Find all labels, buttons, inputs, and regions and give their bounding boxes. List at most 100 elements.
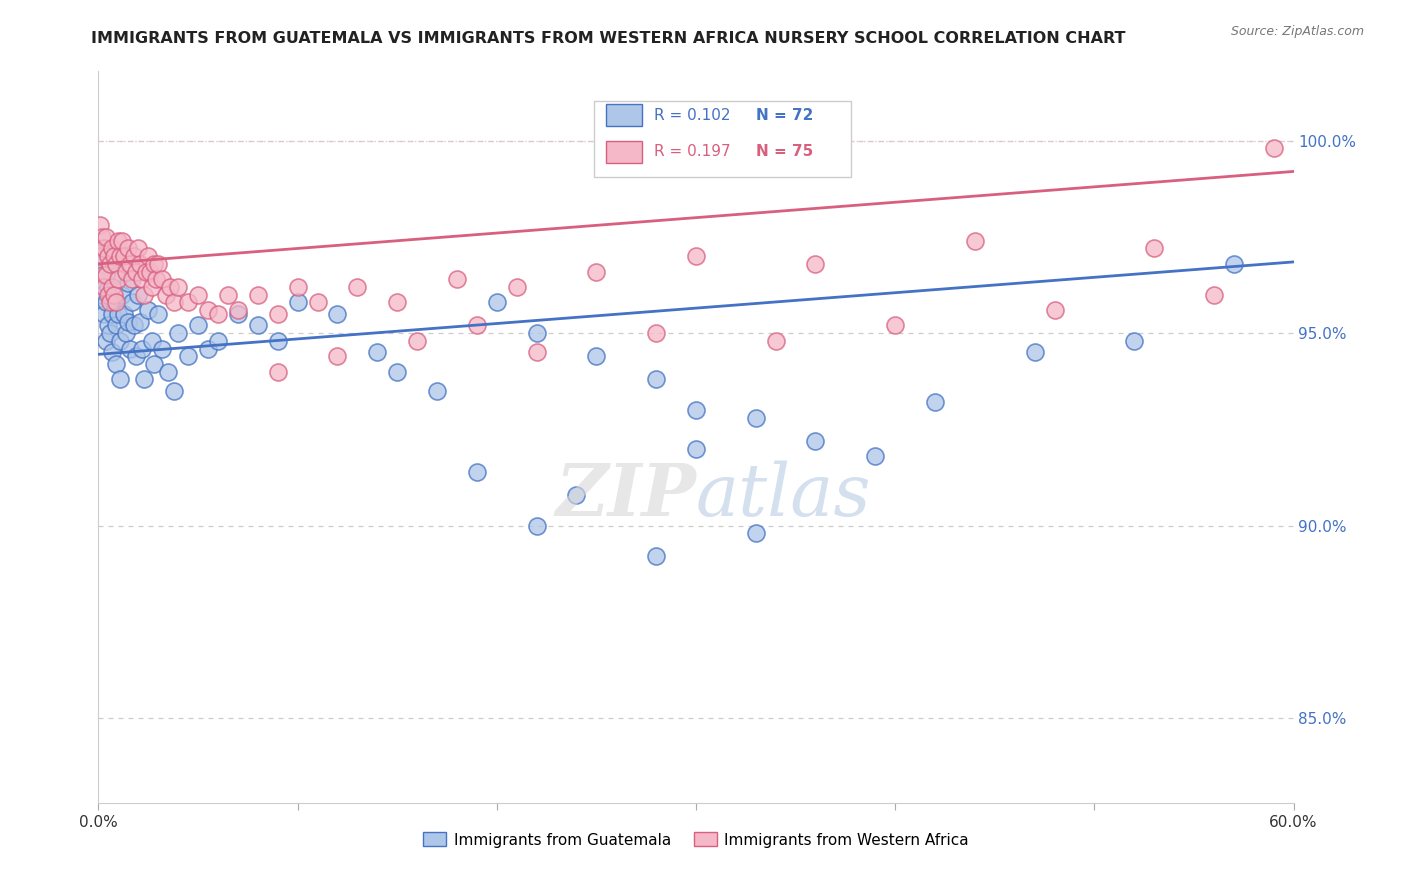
Point bbox=[110, 249, 132, 263]
Point bbox=[685, 442, 707, 456]
Point bbox=[246, 318, 269, 333]
Point bbox=[143, 257, 166, 271]
Point bbox=[150, 272, 173, 286]
Point bbox=[129, 257, 152, 271]
Point bbox=[745, 410, 768, 425]
Point bbox=[884, 318, 907, 333]
Point bbox=[97, 280, 120, 294]
Point bbox=[91, 268, 114, 283]
Point bbox=[267, 334, 290, 348]
Point bbox=[117, 315, 139, 329]
Point bbox=[107, 268, 129, 283]
Point bbox=[91, 230, 114, 244]
Point bbox=[105, 295, 128, 310]
Point bbox=[187, 318, 209, 333]
Point bbox=[121, 272, 143, 286]
Point bbox=[89, 219, 111, 233]
Point bbox=[565, 488, 588, 502]
Point bbox=[112, 307, 135, 321]
Text: IMMIGRANTS FROM GUATEMALA VS IMMIGRANTS FROM WESTERN AFRICA NURSERY SCHOOL CORRE: IMMIGRANTS FROM GUATEMALA VS IMMIGRANTS … bbox=[91, 31, 1126, 46]
Point bbox=[96, 230, 118, 244]
Point bbox=[1143, 242, 1166, 256]
Point bbox=[346, 280, 368, 294]
Point bbox=[217, 287, 239, 301]
Point bbox=[226, 307, 249, 321]
Point bbox=[585, 349, 607, 363]
Point bbox=[246, 287, 269, 301]
Point bbox=[267, 307, 290, 321]
Point bbox=[107, 272, 129, 286]
Point bbox=[101, 307, 124, 321]
Point bbox=[111, 234, 134, 248]
Point bbox=[107, 307, 129, 321]
Legend: Immigrants from Guatemala, Immigrants from Western Africa: Immigrants from Guatemala, Immigrants fr… bbox=[418, 826, 974, 854]
Point bbox=[526, 518, 548, 533]
Point bbox=[127, 242, 149, 256]
Point bbox=[177, 349, 200, 363]
Point bbox=[121, 295, 143, 310]
Point bbox=[267, 365, 290, 379]
Point bbox=[143, 357, 166, 371]
Text: Source: ZipAtlas.com: Source: ZipAtlas.com bbox=[1230, 25, 1364, 38]
Point bbox=[1123, 334, 1146, 348]
Point bbox=[91, 287, 114, 301]
Point bbox=[139, 264, 162, 278]
Point bbox=[924, 395, 946, 409]
Point bbox=[134, 372, 156, 386]
Point bbox=[98, 257, 122, 271]
Point bbox=[125, 264, 148, 278]
Point bbox=[963, 234, 986, 248]
Point bbox=[385, 295, 409, 310]
Text: atlas: atlas bbox=[696, 460, 872, 531]
Point bbox=[105, 357, 128, 371]
Point bbox=[406, 334, 429, 348]
Point bbox=[93, 268, 115, 283]
Text: R = 0.197: R = 0.197 bbox=[654, 145, 731, 160]
Point bbox=[101, 345, 124, 359]
Point bbox=[110, 334, 132, 348]
Point bbox=[96, 268, 118, 283]
Point bbox=[526, 326, 548, 340]
Point bbox=[804, 434, 827, 448]
Point bbox=[111, 287, 134, 301]
Point bbox=[207, 307, 229, 321]
Point bbox=[163, 384, 186, 398]
Point bbox=[89, 249, 111, 263]
Point bbox=[141, 334, 163, 348]
FancyBboxPatch shape bbox=[595, 101, 852, 178]
Point bbox=[765, 334, 787, 348]
Point bbox=[745, 526, 768, 541]
Point bbox=[307, 295, 329, 310]
FancyBboxPatch shape bbox=[606, 104, 643, 126]
Point bbox=[645, 549, 668, 564]
Point bbox=[163, 295, 186, 310]
Text: N = 75: N = 75 bbox=[756, 145, 813, 160]
Point bbox=[177, 295, 200, 310]
Point bbox=[89, 257, 111, 271]
Point bbox=[91, 242, 114, 256]
Point bbox=[685, 249, 707, 263]
Point bbox=[93, 307, 115, 321]
Point bbox=[145, 272, 167, 286]
Point bbox=[107, 234, 129, 248]
Point bbox=[157, 365, 180, 379]
Point bbox=[366, 345, 388, 359]
Point bbox=[103, 295, 125, 310]
Point bbox=[101, 242, 124, 256]
Point bbox=[465, 318, 488, 333]
Point bbox=[148, 257, 170, 271]
Point bbox=[326, 349, 349, 363]
Point bbox=[226, 303, 249, 318]
Point bbox=[685, 403, 707, 417]
Point bbox=[127, 287, 149, 301]
Point bbox=[98, 326, 122, 340]
Point bbox=[101, 280, 124, 294]
Point bbox=[287, 280, 309, 294]
Point bbox=[1024, 345, 1046, 359]
Point bbox=[207, 334, 229, 348]
Point bbox=[426, 384, 449, 398]
Point bbox=[287, 295, 309, 310]
Point bbox=[136, 303, 159, 318]
Point bbox=[97, 318, 120, 333]
Point bbox=[103, 257, 125, 271]
